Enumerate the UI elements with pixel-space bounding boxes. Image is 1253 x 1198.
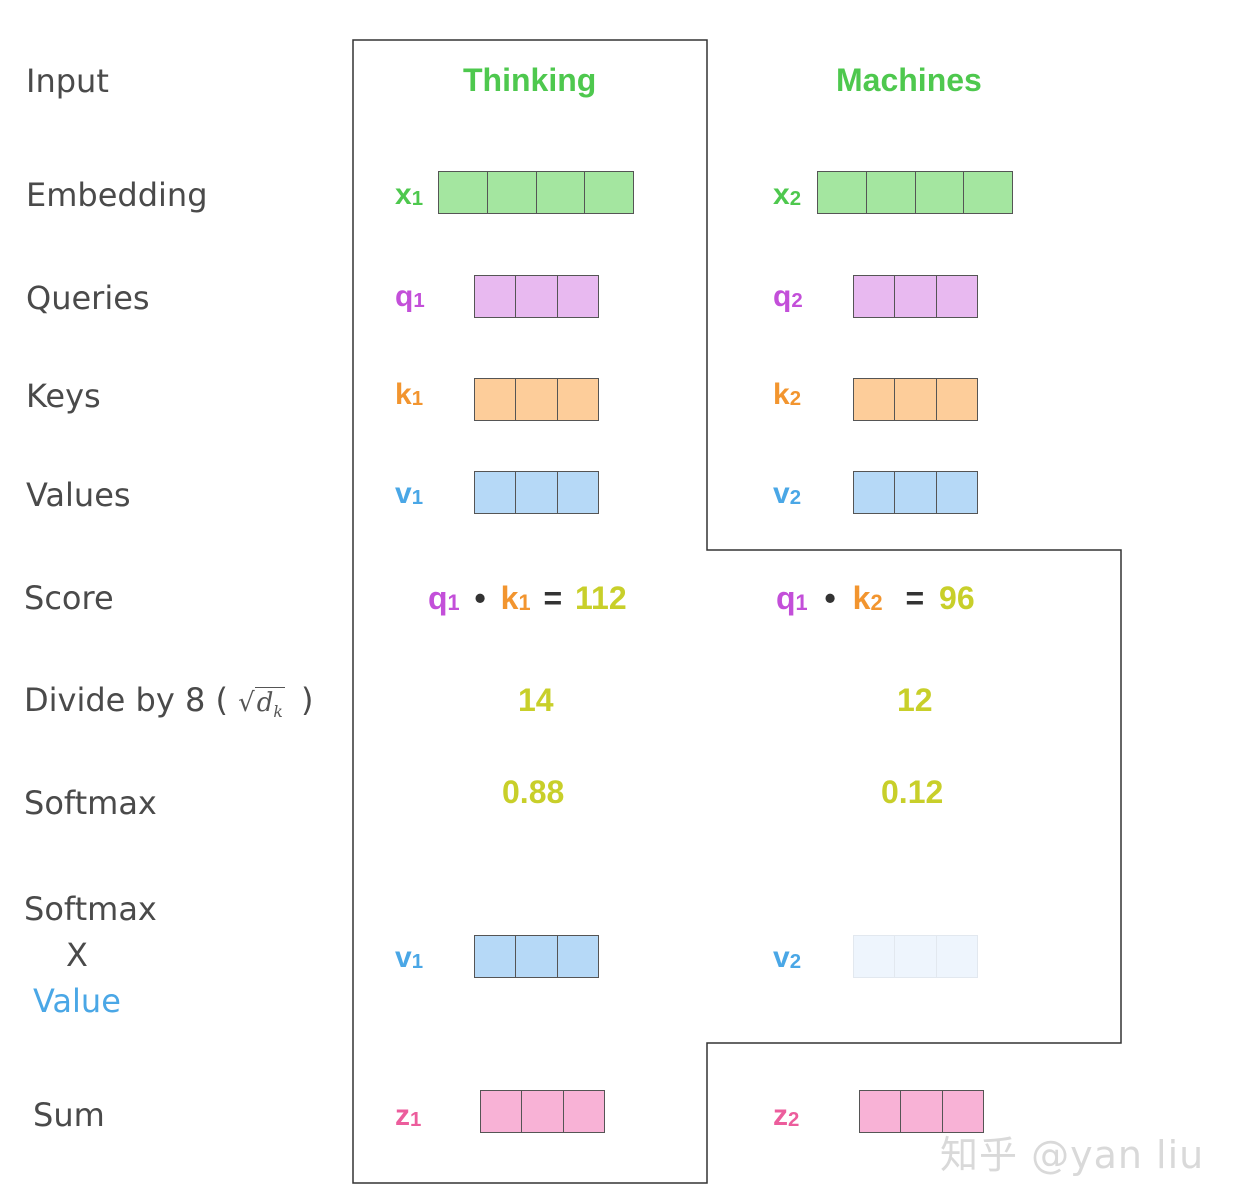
vector-cell	[895, 276, 937, 317]
vector-cell	[860, 1091, 902, 1132]
softmax-value-2: 0.12	[881, 774, 944, 810]
score-value-1: 112	[575, 580, 627, 616]
watermark: 知乎 @yan liu	[940, 1133, 1205, 1177]
q2-label: q2	[773, 280, 803, 313]
z2-label: z2	[773, 1099, 800, 1132]
z1-label: z1	[395, 1099, 422, 1132]
row-label-queries: Queries	[26, 279, 150, 317]
vector-cell	[854, 379, 896, 420]
vector-cell	[522, 1091, 564, 1132]
vector-cell	[866, 172, 916, 213]
vector-cell	[516, 936, 558, 977]
output-vector-z1	[480, 1090, 605, 1133]
row-label-score: Score	[24, 579, 114, 617]
vector-cell	[516, 276, 558, 317]
vector-cell	[936, 936, 977, 977]
equals-sign: =	[905, 580, 925, 616]
row-label-values: Values	[26, 476, 131, 514]
dot-operator: •	[824, 580, 836, 616]
weighted-value-vector-v2	[853, 935, 978, 978]
vector-cell	[964, 172, 1012, 213]
score-expression-1: q1 • k1 = 112	[428, 580, 627, 616]
k1-label: k1	[395, 378, 424, 411]
vector-cell	[942, 1091, 983, 1132]
vector-cell	[516, 379, 558, 420]
weighted-v2-label: v2	[773, 941, 802, 974]
divide-suffix: )	[301, 681, 314, 719]
vector-cell	[475, 379, 517, 420]
row-label-softmax-x-value-3: Value	[33, 982, 121, 1020]
row-label-softmax: Softmax	[24, 784, 157, 822]
vector-cell	[818, 172, 867, 213]
vector-cell	[563, 1091, 604, 1132]
vector-cell	[557, 936, 598, 977]
divided-value-1: 14	[518, 682, 554, 718]
word-thinking: Thinking	[463, 62, 597, 98]
vector-cell	[936, 472, 977, 513]
query-vector-q2	[853, 275, 978, 318]
row-label-softmax-x-value-1: Softmax	[24, 890, 157, 928]
q1-label: q1	[395, 280, 425, 313]
row-label-divide: Divide by 8 ( √dk )	[24, 681, 313, 721]
query-vector-q1	[474, 275, 599, 318]
row-label-input: Input	[26, 62, 109, 100]
vector-cell	[901, 1091, 943, 1132]
x2-label: x2	[773, 178, 802, 211]
vector-cell	[475, 936, 517, 977]
vector-cell	[481, 1091, 523, 1132]
row-label-embedding: Embedding	[26, 176, 208, 214]
vector-cell	[915, 172, 965, 213]
v1-label: v1	[395, 477, 424, 510]
vector-cell	[854, 936, 896, 977]
vector-cell	[516, 472, 558, 513]
vector-cell	[557, 276, 598, 317]
vector-cell	[895, 379, 937, 420]
vector-cell	[439, 172, 488, 213]
divided-value-2: 12	[897, 682, 933, 718]
sqrt-dk-symbol: √dk	[238, 687, 285, 722]
vector-cell	[936, 379, 977, 420]
output-vector-z2	[859, 1090, 984, 1133]
vector-cell	[475, 276, 517, 317]
score-value-2: 96	[939, 580, 975, 616]
vector-cell	[536, 172, 586, 213]
embedding-vector-x1	[438, 171, 634, 214]
vector-cell	[895, 936, 937, 977]
vector-cell	[854, 472, 896, 513]
vector-cell	[487, 172, 537, 213]
row-label-sum: Sum	[33, 1096, 105, 1134]
value-vector-v2	[853, 471, 978, 514]
x1-label: x1	[395, 178, 424, 211]
score-expression-2: q1 • k2 = 96	[776, 580, 975, 616]
vector-cell	[854, 276, 896, 317]
vector-cell	[475, 472, 517, 513]
dot-operator: •	[474, 580, 486, 616]
vector-cell	[895, 472, 937, 513]
equals-sign: =	[543, 580, 563, 616]
dk-symbol: d	[256, 688, 274, 718]
vector-cell	[557, 472, 598, 513]
k2-label: k2	[773, 378, 802, 411]
vector-cell	[936, 276, 977, 317]
weighted-v1-label: v1	[395, 941, 424, 974]
vector-cell	[585, 172, 633, 213]
row-label-softmax-x-value-2: X	[66, 936, 88, 974]
key-vector-k2	[853, 378, 978, 421]
key-vector-k1	[474, 378, 599, 421]
word-machines: Machines	[836, 62, 982, 98]
v2-label: v2	[773, 477, 802, 510]
vector-cell	[557, 379, 598, 420]
divide-prefix: Divide by 8 (	[24, 681, 228, 719]
embedding-vector-x2	[817, 171, 1013, 214]
row-label-keys: Keys	[26, 377, 101, 415]
weighted-value-vector-v1	[474, 935, 599, 978]
value-vector-v1	[474, 471, 599, 514]
dk-subscript: k	[273, 703, 283, 722]
softmax-value-1: 0.88	[502, 774, 565, 810]
